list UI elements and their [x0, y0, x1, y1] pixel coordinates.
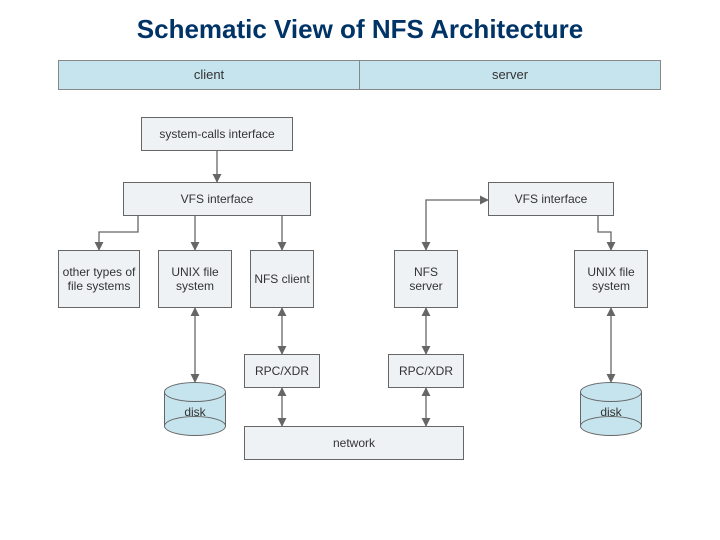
disk-client: disk: [164, 382, 226, 436]
node-vfs-interface-server: VFS interface: [488, 182, 614, 216]
header-row: client server: [58, 60, 661, 90]
node-nfs-client: NFS client: [250, 250, 314, 308]
node-vfs-interface-client: VFS interface: [123, 182, 311, 216]
node-unix-fs-client: UNIX file system: [158, 250, 232, 308]
header-server: server: [360, 60, 661, 90]
disk-server: disk: [580, 382, 642, 436]
node-unix-fs-server: UNIX file system: [574, 250, 648, 308]
node-rpc-xdr-server: RPC/XDR: [388, 354, 464, 388]
page-title: Schematic View of NFS Architecture: [0, 14, 720, 45]
disk-client-label: disk: [164, 405, 226, 419]
node-nfs-server: NFS server: [394, 250, 458, 308]
diagram-canvas: client server: [58, 60, 661, 512]
node-other-filesystems: other types of file systems: [58, 250, 140, 308]
disk-server-label: disk: [580, 405, 642, 419]
node-network: network: [244, 426, 464, 460]
node-rpc-xdr-client: RPC/XDR: [244, 354, 320, 388]
header-client: client: [58, 60, 360, 90]
node-system-calls-interface: system-calls interface: [141, 117, 293, 151]
